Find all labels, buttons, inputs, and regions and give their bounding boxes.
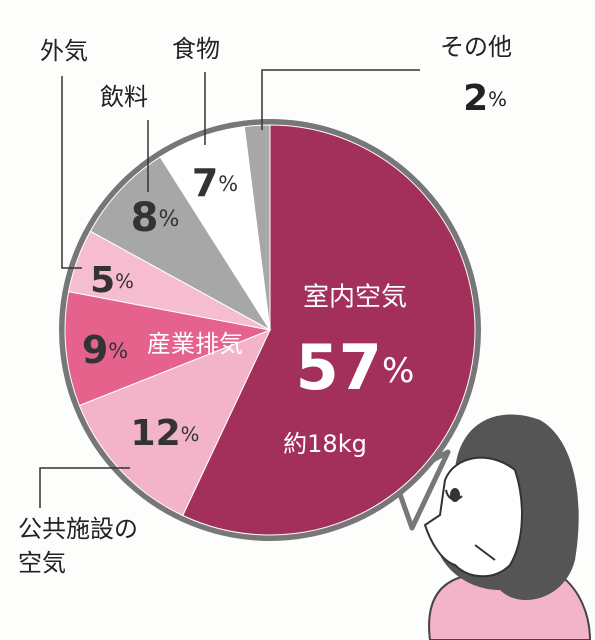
value-label: 8%: [131, 195, 180, 241]
value-unit: %: [488, 88, 507, 111]
category-label: 公共施設の空気: [18, 515, 138, 577]
leader-line: [261, 69, 420, 130]
leader-line: [61, 76, 82, 269]
pie-slice: [78, 329, 271, 517]
value-unit: %: [158, 207, 179, 232]
value-unit: %: [382, 351, 414, 391]
pie-slice: [243, 124, 271, 331]
category-label: 産業排気: [147, 330, 243, 358]
annotation: 約18kg: [283, 430, 367, 458]
pie: [59, 119, 481, 541]
pie-slice: [64, 291, 272, 407]
value-label: 12%: [131, 413, 200, 454]
value-number: 12: [131, 413, 181, 454]
pie-slice: [89, 156, 271, 331]
category-label: 外気: [40, 37, 88, 65]
value-label: 7%: [192, 161, 238, 205]
pie-slice: [182, 124, 476, 536]
value-label: 57%: [296, 331, 415, 404]
value-label: 5%: [90, 260, 134, 301]
value-unit: %: [181, 423, 200, 446]
value-number: 9: [82, 328, 108, 372]
value-unit: %: [108, 339, 128, 363]
value-unit: %: [115, 270, 134, 293]
category-label: 食物: [172, 35, 220, 63]
value-unit: %: [218, 172, 238, 196]
value-number: 8: [131, 195, 159, 241]
label-line: 空気: [18, 549, 66, 577]
value-number: 5: [90, 260, 115, 301]
value-number: 57: [296, 331, 382, 404]
leader-line: [39, 467, 130, 508]
category-label: 飲料: [100, 83, 148, 111]
illustration: [423, 414, 592, 640]
category-label: その他: [440, 33, 512, 61]
category-label: 室内空気: [303, 283, 407, 313]
label-line: 公共施設の: [18, 515, 138, 543]
value-number: 2: [463, 78, 488, 119]
value-label: 9%: [82, 328, 128, 372]
value-label: 2%: [463, 78, 507, 119]
value-number: 7: [192, 161, 218, 205]
